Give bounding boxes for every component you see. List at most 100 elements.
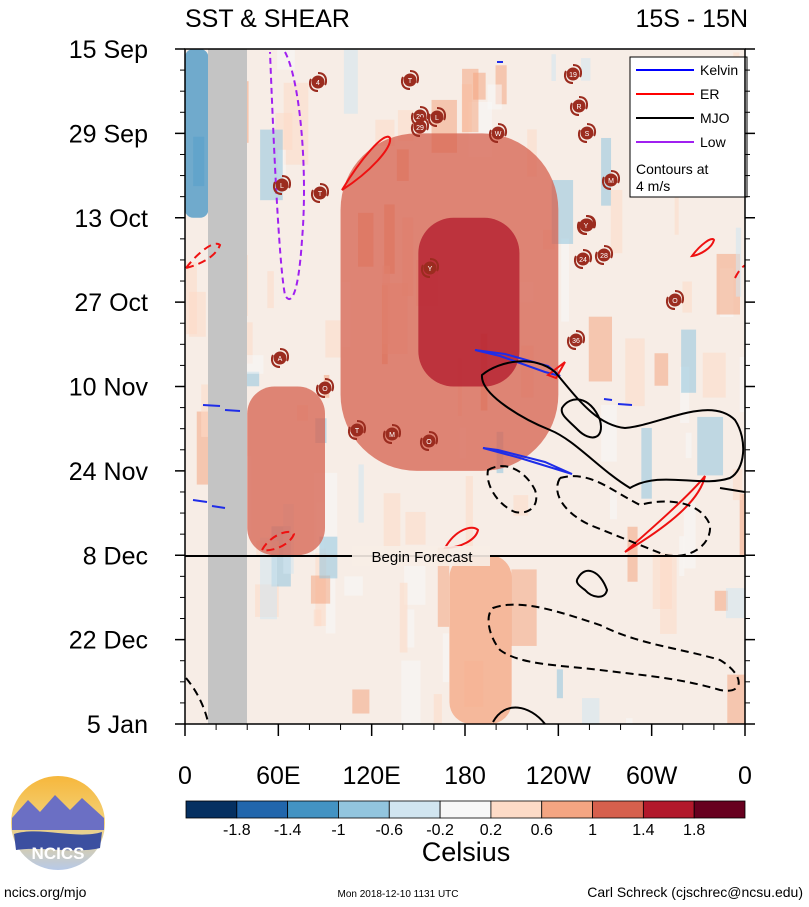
texture-streak — [625, 718, 633, 724]
texture-streak — [654, 353, 669, 386]
storm-swirl — [566, 336, 577, 350]
storm-swirl — [272, 181, 283, 195]
storm-dot — [403, 73, 417, 87]
texture-streak — [442, 633, 450, 683]
storm-marker: Y — [420, 258, 440, 278]
er-contour — [261, 530, 296, 552]
texture-streak — [697, 416, 724, 476]
y-tick-label: 8 Dec — [83, 542, 148, 570]
texture-streak — [433, 694, 442, 724]
storm-swirl — [674, 290, 685, 304]
storm-dot — [569, 333, 583, 347]
er-contour — [734, 264, 745, 279]
texture-streak — [325, 320, 341, 358]
texture-streak — [310, 575, 331, 604]
storm-dot — [579, 218, 593, 232]
storm-swirl — [436, 107, 447, 121]
texture-streak — [352, 689, 370, 714]
texture-streak — [406, 609, 415, 648]
storm-label: T — [408, 78, 413, 85]
mjo-contour — [480, 360, 745, 490]
storm-swirl — [308, 78, 319, 92]
storm-marker: T — [400, 70, 420, 90]
storm-swirl — [347, 426, 358, 440]
storm-marker: 19 — [563, 64, 583, 84]
storm-swirl — [279, 348, 290, 362]
storm-marker: T — [347, 420, 367, 440]
er-contour — [341, 135, 392, 191]
x-tick-label: 60E — [256, 762, 300, 790]
texture-streak — [685, 432, 692, 459]
storm-dot — [580, 126, 594, 140]
mjo-contour — [719, 487, 745, 493]
texture-streak — [601, 137, 612, 206]
texture-streak — [641, 427, 652, 499]
legend-box — [629, 56, 748, 198]
er-contours — [185, 135, 745, 553]
storm-marker: 28 — [594, 245, 614, 265]
texture-streak — [714, 590, 728, 611]
texture-streak — [610, 189, 623, 254]
forecast-label: Begin Forecast — [372, 549, 474, 566]
storm-swirl — [577, 129, 588, 143]
y-tick-label: 5 Jan — [87, 711, 148, 739]
storm-label: T — [355, 428, 360, 435]
storm-dot — [350, 423, 364, 437]
storm-swirl — [601, 176, 612, 190]
storm-marker: W — [488, 123, 508, 143]
footer-website: ncics.org/mjo — [4, 884, 87, 900]
x-tick-label: 120W — [526, 762, 592, 790]
storm-label: 4 — [316, 80, 320, 87]
logo-text: NCICS — [32, 844, 85, 863]
storm-label: R — [576, 104, 581, 111]
storm-marker: 36 — [566, 330, 586, 350]
legend: Kelvin ER MJO Low Contours at 4 m/s — [629, 56, 748, 198]
low-contour — [269, 51, 305, 301]
texture-streak — [582, 698, 600, 724]
anomaly-region — [247, 386, 325, 556]
storm-marker: A — [270, 348, 290, 368]
mjo-contours — [185, 360, 745, 724]
storm-label: O — [322, 386, 328, 393]
texture-streak — [609, 489, 617, 520]
y-tick-label: 22 Dec — [69, 627, 148, 655]
storm-dot — [275, 178, 289, 192]
er-contour — [689, 238, 716, 258]
texture-streak — [561, 238, 569, 322]
storm-swirl — [419, 106, 430, 120]
texture-streak — [343, 49, 358, 114]
storm-marker: R — [569, 96, 589, 116]
mjo-contour — [487, 603, 740, 692]
colorbar-bin — [236, 800, 289, 819]
y-tick-label: 15 Sep — [69, 36, 148, 64]
storm-swirl — [665, 296, 676, 310]
storm-swirl — [281, 175, 292, 189]
storm-dot — [668, 293, 682, 307]
texture-streak — [404, 555, 426, 605]
storm-markers: 4T20L29W19RSMLTY242628YO36AOTMO — [270, 64, 685, 451]
texture-streak — [511, 569, 537, 646]
storm-swirl — [428, 431, 439, 445]
colorbar-bin — [490, 800, 543, 819]
storm-label: 28 — [600, 253, 608, 260]
texture-streak — [601, 404, 617, 462]
texture-streak — [551, 54, 556, 81]
mjo-contour — [560, 398, 602, 439]
texture-streak — [397, 110, 414, 141]
storm-label: S — [585, 131, 590, 138]
storm-swirl — [391, 424, 402, 438]
er-contour — [624, 475, 706, 553]
colorbar-bin — [592, 800, 644, 819]
storm-dot — [423, 261, 437, 275]
mjo-contour — [556, 475, 712, 557]
storm-marker: Y — [576, 215, 596, 235]
texture-streak — [513, 495, 529, 516]
storm-dot — [273, 351, 287, 365]
storm-swirl — [497, 123, 508, 137]
colorbar-bin — [693, 800, 746, 819]
colorbar-tick-label: -1 — [331, 822, 345, 839]
colorbar-unit-label: Celsius — [422, 837, 511, 867]
anomaly-region — [418, 217, 520, 387]
texture-streak — [405, 511, 426, 545]
storm-label: Y — [584, 223, 589, 230]
